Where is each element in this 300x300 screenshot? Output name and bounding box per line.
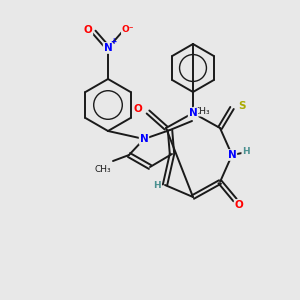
Text: O: O xyxy=(134,104,142,114)
Text: H: H xyxy=(153,181,161,190)
Text: N: N xyxy=(103,43,112,53)
Text: CH₃: CH₃ xyxy=(94,165,111,174)
Text: N: N xyxy=(228,150,236,160)
Text: +: + xyxy=(110,38,116,46)
Text: CH₃: CH₃ xyxy=(194,107,211,116)
Text: N: N xyxy=(189,108,197,118)
Text: O: O xyxy=(84,25,92,35)
Text: S: S xyxy=(238,101,246,111)
Text: O⁻: O⁻ xyxy=(122,26,134,34)
Text: O: O xyxy=(235,200,243,210)
Text: H: H xyxy=(242,148,250,157)
Text: N: N xyxy=(140,134,148,144)
